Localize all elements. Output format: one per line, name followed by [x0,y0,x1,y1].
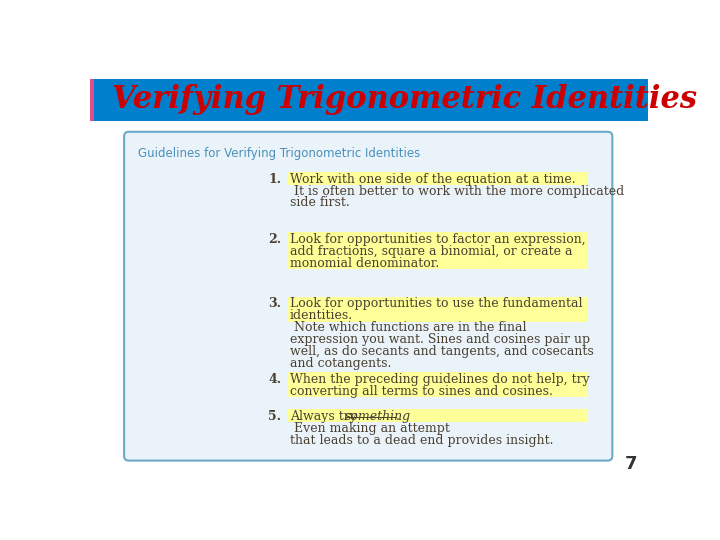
Text: something: something [345,410,411,423]
Text: 1.: 1. [269,173,282,186]
Text: When the preceding guidelines do not help, try: When the preceding guidelines do not hel… [290,373,590,386]
Bar [289,296,588,322]
Text: Look for opportunities to factor an expression,: Look for opportunities to factor an expr… [290,233,585,246]
Text: converting all terms to sines and cosines.: converting all terms to sines and cosine… [290,384,553,398]
Text: expression you want. Sines and cosines pair up: expression you want. Sines and cosines p… [290,333,590,346]
Text: .: . [396,410,400,423]
Text: 3.: 3. [269,298,282,310]
Text: Always try: Always try [290,410,361,423]
Text: 2.: 2. [269,233,282,246]
Bar [289,372,588,397]
Text: Guidelines for Verifying Trigonometric Identities: Guidelines for Verifying Trigonometric I… [138,147,420,160]
Bar [289,409,588,422]
Text: Work with one side of the equation at a time.: Work with one side of the equation at a … [290,173,575,186]
Text: add fractions, square a binomial, or create a: add fractions, square a binomial, or cre… [290,245,572,258]
Text: It is often better to work with the more complicated: It is often better to work with the more… [290,185,624,198]
Text: monomial denominator.: monomial denominator. [290,256,439,269]
Bar [90,79,94,121]
Bar [90,79,648,121]
Text: Look for opportunities to use the fundamental: Look for opportunities to use the fundam… [290,298,582,310]
Text: 4.: 4. [269,373,282,386]
Text: Verifying Trigonometric Identities: Verifying Trigonometric Identities [112,84,697,116]
Text: side first.: side first. [290,197,350,210]
Text: well, as do secants and tangents, and cosecants: well, as do secants and tangents, and co… [290,345,594,358]
Text: Note which functions are in the final: Note which functions are in the final [290,321,526,334]
Text: 5.: 5. [269,410,282,423]
Text: that leads to a dead end provides insight.: that leads to a dead end provides insigh… [290,434,554,447]
Text: Even making an attempt: Even making an attempt [290,422,450,435]
FancyBboxPatch shape [124,132,612,461]
Bar [289,232,588,269]
Text: and cotangents.: and cotangents. [290,357,392,370]
Bar [289,172,588,185]
Text: identities.: identities. [290,309,353,322]
Text: 7: 7 [625,455,637,473]
